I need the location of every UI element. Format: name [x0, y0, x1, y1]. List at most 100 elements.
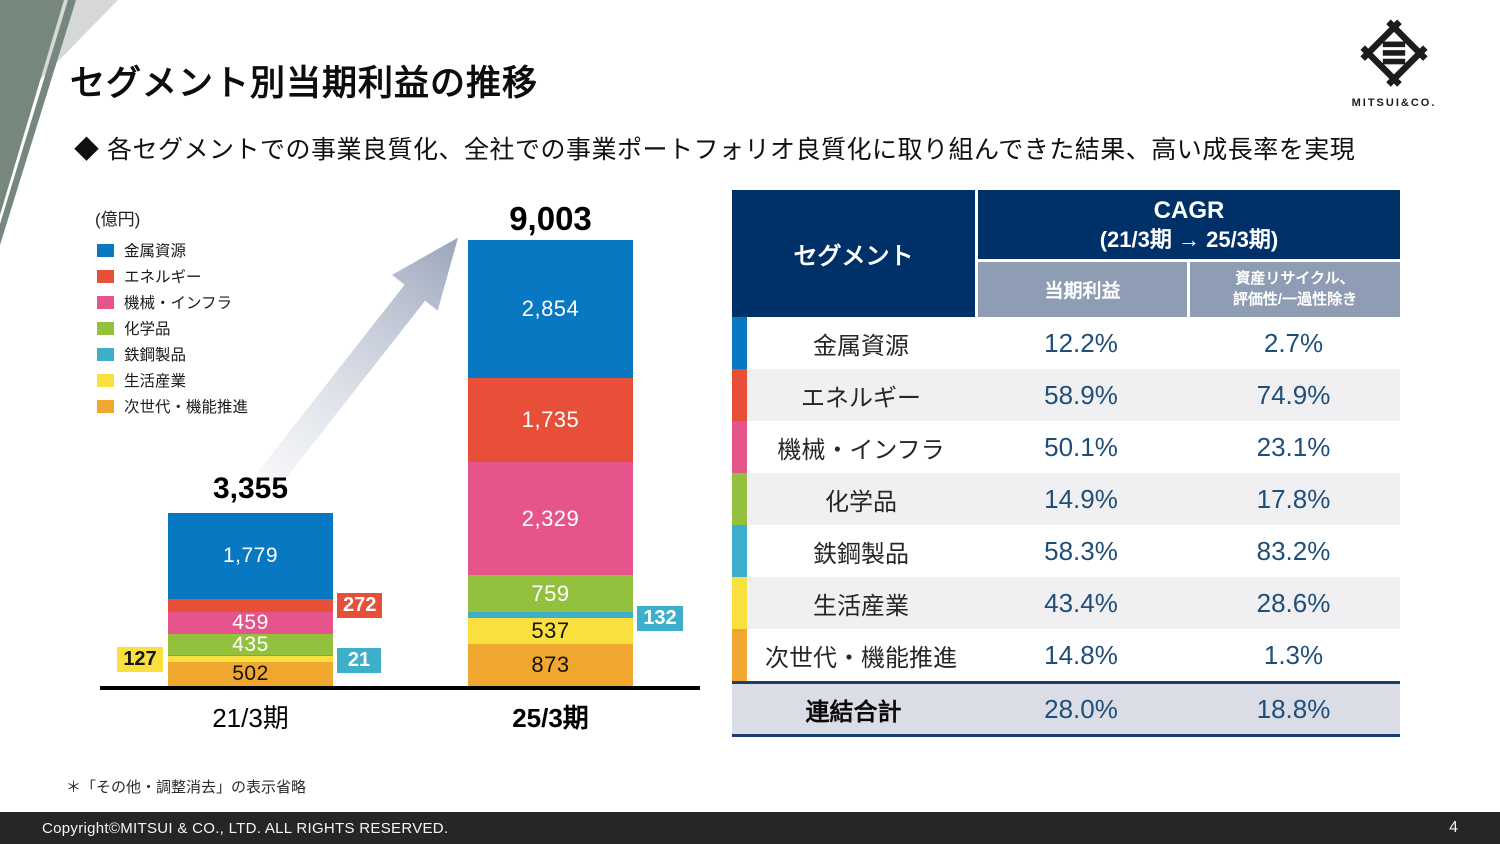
mitsui-logo: MITSUI&CO.	[1348, 18, 1440, 109]
row-adjusted-cagr: 1.3%	[1263, 639, 1324, 670]
bar-segment-metals: 2,854	[468, 240, 633, 378]
segment-value: 1,735	[521, 407, 580, 432]
subheader-line2: 評価性/一過性除き	[1232, 290, 1358, 308]
page-title: セグメント別当期利益の推移	[70, 64, 539, 103]
bar-segment-energy: 1,735	[468, 378, 633, 462]
row-label: 金属資源	[813, 332, 909, 360]
table-row-nextgen: 次世代・機能推進 14.8% 1.3%	[732, 629, 1400, 681]
row-profit-cagr: 58.3%	[1044, 535, 1118, 566]
total-adjusted-cagr: 18.8%	[1256, 693, 1331, 724]
bar-segment-nextgen: 502	[168, 662, 333, 686]
row-color-stripe	[732, 629, 747, 681]
table-row-steel: 鉄鋼製品 58.3% 83.2%	[732, 525, 1400, 577]
stacked-bar-21-3: 1,779 459 435 502	[168, 513, 333, 686]
legend-label: 金属資源	[124, 243, 187, 260]
segment-value: 502	[232, 662, 269, 685]
bar-segment-steel	[168, 655, 333, 656]
row-color-stripe	[732, 525, 747, 577]
row-color-stripe	[732, 421, 747, 473]
table-subheader-profit: 当期利益	[978, 262, 1187, 317]
x-tick-21-3: 21/3期	[212, 703, 289, 733]
row-label: 化学品	[825, 488, 897, 516]
legend-swatch	[97, 243, 114, 257]
callout-lifestyle-21-3: 127	[117, 647, 163, 672]
row-color-stripe	[732, 369, 747, 421]
legend-item: 生活産業	[97, 367, 248, 393]
table-row-machinery: 機械・インフラ 50.1% 23.1%	[732, 421, 1400, 473]
x-axis-line	[100, 686, 700, 690]
x-tick-25-3: 25/3期	[512, 703, 589, 733]
legend-swatch	[97, 373, 114, 387]
legend-item: 次世代・機能推進	[97, 393, 248, 419]
table-subheader-adjusted: 資産リサイクル、 評価性/一過性除き	[1190, 262, 1400, 317]
legend-label: 機械・インフラ	[124, 295, 233, 312]
legend-item: エネルギー	[97, 263, 248, 289]
legend-swatch	[97, 295, 114, 309]
legend-item: 機械・インフラ	[97, 289, 248, 315]
legend-swatch	[97, 347, 114, 361]
row-adjusted-cagr: 83.2%	[1256, 535, 1331, 566]
logo-text: MITSUI&CO.	[1351, 97, 1437, 109]
total-profit-cagr: 28.0%	[1044, 693, 1118, 724]
row-profit-cagr: 58.9%	[1044, 379, 1118, 410]
row-adjusted-cagr: 23.1%	[1256, 431, 1331, 462]
bar-segment-steel	[468, 612, 633, 618]
bar-segment-machinery: 459	[168, 611, 333, 634]
row-label: 次世代・機能推進	[765, 644, 957, 672]
row-color-stripe	[732, 473, 747, 525]
legend-label: 生活産業	[124, 373, 187, 390]
bar-total-21-3: 3,355	[212, 472, 289, 505]
table-header-cagr: CAGR (21/3期 → 25/3期)	[978, 190, 1400, 259]
total-label: 連結合計	[805, 698, 902, 726]
table-header-segment: セグメント	[732, 190, 975, 317]
row-adjusted-cagr: 17.8%	[1256, 483, 1331, 514]
bar-segment-chemicals: 435	[168, 632, 333, 656]
legend-swatch	[97, 269, 114, 283]
segment-value: 1,779	[222, 544, 279, 567]
table-row-chemicals: 化学品 14.9% 17.8%	[732, 473, 1400, 525]
cagr-range: (21/3期 → 25/3期)	[1099, 226, 1279, 252]
subheader-line1: 資産リサイクル、	[1235, 270, 1355, 288]
bar-segment-lifestyle	[168, 656, 333, 662]
row-profit-cagr: 14.8%	[1044, 639, 1118, 670]
subtitle: ◆ 各セグメントでの事業良質化、全社での事業ポートフォリオ良質化に取り組んできた…	[74, 136, 1356, 164]
segment-value: 873	[531, 652, 570, 677]
legend-item: 金属資源	[97, 237, 248, 263]
table-row-energy: エネルギー 58.9% 74.9%	[732, 369, 1400, 421]
mitsui-diamond-icon	[1360, 19, 1428, 87]
row-label: 鉄鋼製品	[813, 540, 909, 568]
row-adjusted-cagr: 74.9%	[1256, 379, 1331, 410]
chart-legend: 金属資源 エネルギー 機械・インフラ 化学品 鉄鋼製品 生活産業 次世代・機能推…	[97, 237, 248, 419]
row-profit-cagr: 50.1%	[1044, 431, 1118, 462]
copyright-text: Copyright©MITSUI & CO., LTD. ALL RIGHTS …	[42, 819, 449, 837]
growth-arrow-icon	[257, 237, 459, 489]
legend-label: 鉄鋼製品	[124, 347, 187, 364]
legend-swatch	[97, 399, 114, 413]
footnote: ＊「その他・調整消去」の表示省略	[66, 779, 307, 796]
legend-label: 化学品	[124, 321, 171, 338]
chart-unit-label: (億円)	[95, 210, 141, 229]
legend-swatch	[97, 321, 114, 335]
bar-segment-energy	[168, 599, 333, 612]
row-label: エネルギー	[801, 384, 921, 412]
legend-item: 鉄鋼製品	[97, 341, 248, 367]
segment-value: 759	[531, 580, 570, 606]
segment-value: 537	[531, 618, 570, 643]
bar-segment-nextgen: 873	[468, 644, 633, 686]
bar-segment-metals: 1,779	[168, 513, 333, 599]
row-label: 機械・インフラ	[777, 436, 945, 464]
footer-bar: Copyright©MITSUI & CO., LTD. ALL RIGHTS …	[0, 812, 1500, 844]
row-profit-cagr: 12.2%	[1044, 327, 1118, 358]
segment-value: 435	[232, 632, 269, 656]
table-row-metals: 金属資源 12.2% 2.7%	[732, 317, 1400, 369]
bar-segment-machinery: 2,329	[468, 462, 633, 575]
cagr-title: CAGR	[1153, 196, 1225, 224]
table-body: 金属資源 12.2% 2.7% エネルギー 58.9% 74.9% 機械・インフ…	[732, 317, 1400, 737]
corner-decoration	[0, 0, 118, 245]
table-row-lifestyle: 生活産業 43.4% 28.6%	[732, 577, 1400, 629]
segment-value: 2,854	[521, 296, 580, 321]
row-adjusted-cagr: 2.7%	[1263, 327, 1324, 358]
segment-value: 2,329	[521, 505, 580, 531]
callout-steel-21-3: 21	[337, 648, 381, 673]
